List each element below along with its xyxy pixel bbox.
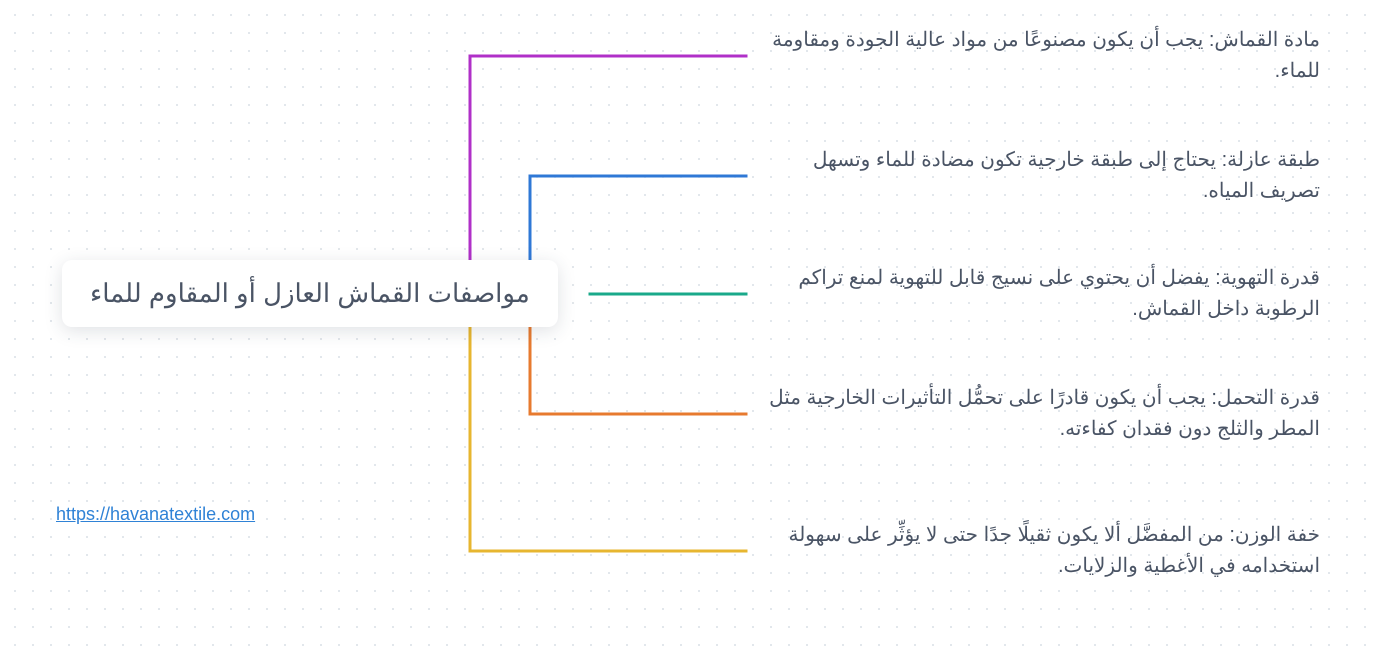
connector-b2 xyxy=(530,176,746,294)
central-node-text: مواصفات القماش العازل أو المقاوم للماء xyxy=(90,278,530,308)
source-link[interactable]: https://havanatextile.com xyxy=(56,504,255,525)
mindmap-canvas: مواصفات القماش العازل أو المقاوم للماء h… xyxy=(0,0,1382,648)
branch-text-b3: قدرة التهوية: يفضل أن يحتوي على نسيج قاب… xyxy=(760,263,1320,325)
branch-text-b2: طبقة عازلة: يحتاج إلى طبقة خارجية تكون م… xyxy=(760,145,1320,207)
connector-b1 xyxy=(470,56,746,294)
central-node: مواصفات القماش العازل أو المقاوم للماء xyxy=(62,260,558,327)
branch-text-b4: قدرة التحمل: يجب أن يكون قادرًا على تحمُ… xyxy=(760,383,1320,445)
branch-text-b1: مادة القماش: يجب أن يكون مصنوعًا من مواد… xyxy=(760,25,1320,87)
connector-b4 xyxy=(530,294,746,414)
branch-text-b5: خفة الوزن: من المفضَّل ألا يكون ثقيلًا ج… xyxy=(760,520,1320,582)
connector-b5 xyxy=(470,294,746,551)
